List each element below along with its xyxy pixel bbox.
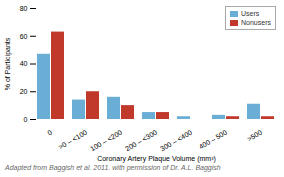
svg-text:300 – <400: 300 – <400 bbox=[159, 129, 193, 153]
svg-text:400 – 500: 400 – 500 bbox=[198, 129, 229, 151]
html-text:Adapted from Baggish et al. 20: Adapted from Baggish et al. 2011. with p… bbox=[5, 164, 221, 171]
svg-text:20: 20 bbox=[20, 88, 28, 95]
svg-text:80: 80 bbox=[20, 5, 28, 12]
svg-text:Coronary Artery Plaque Volume: Coronary Artery Plaque Volume (mm³) bbox=[97, 155, 216, 163]
svg-text:>500: >500 bbox=[246, 129, 263, 143]
svg-text:100 – <200: 100 – <200 bbox=[89, 129, 123, 153]
html-text:Users: Users bbox=[241, 10, 260, 17]
svg-text:% of Participants: % of Participants bbox=[4, 37, 12, 90]
svg-text:60: 60 bbox=[20, 32, 28, 39]
svg-text:0: 0 bbox=[46, 129, 53, 137]
svg-text:0: 0 bbox=[24, 116, 28, 123]
svg-text:40: 40 bbox=[20, 60, 28, 67]
svg-text:200 – <300: 200 – <300 bbox=[124, 129, 158, 153]
svg-text:>0 – <100: >0 – <100 bbox=[57, 129, 88, 151]
html-text:Nonusers: Nonusers bbox=[241, 19, 271, 26]
